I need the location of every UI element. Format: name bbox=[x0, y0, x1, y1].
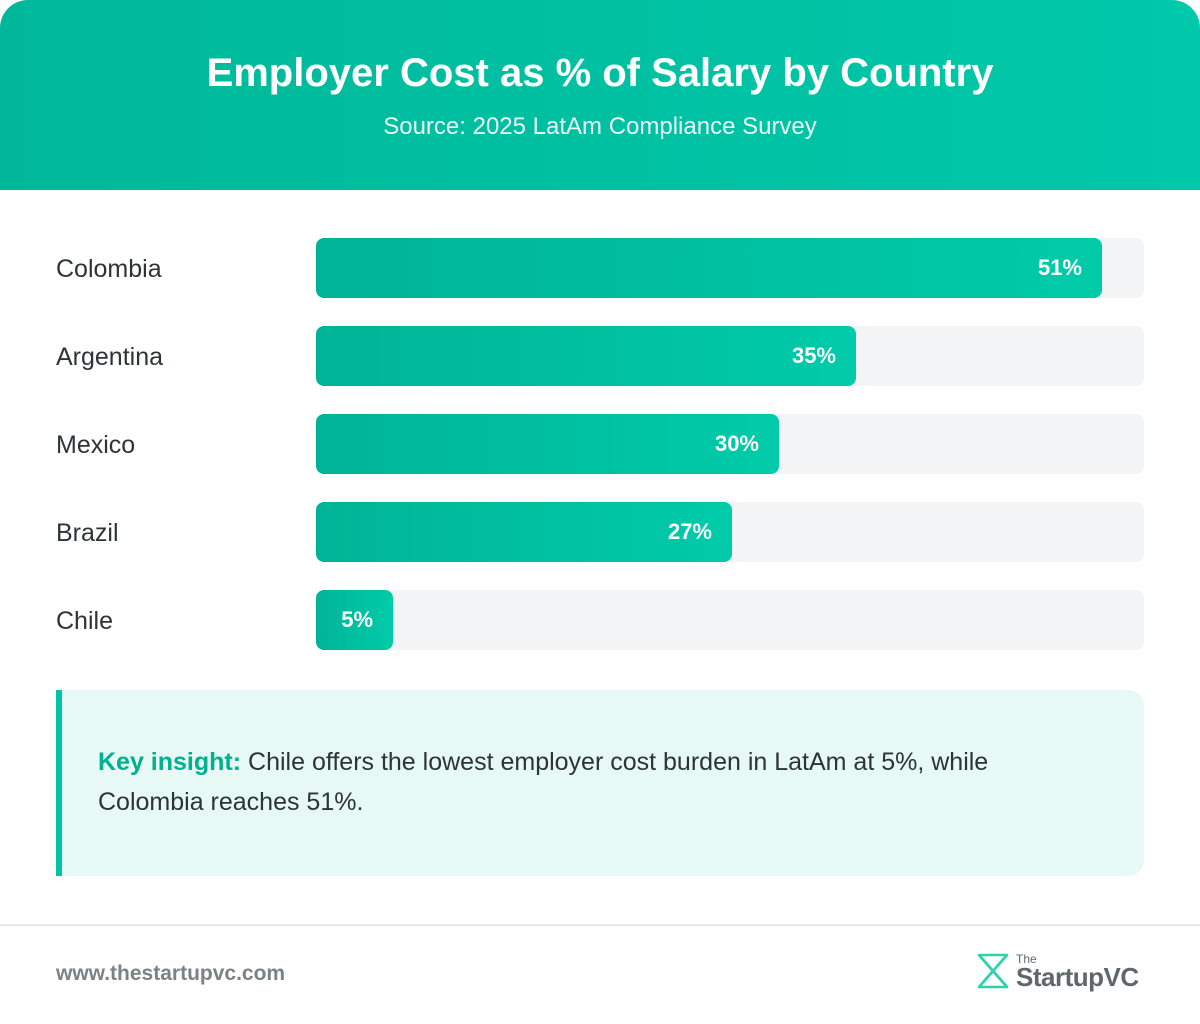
footer-divider bbox=[0, 924, 1200, 926]
bar-value-label: 51% bbox=[1037, 255, 1082, 280]
bar-track: 5% bbox=[316, 590, 1144, 650]
category-label: Brazil bbox=[56, 519, 119, 547]
category-label: Colombia bbox=[56, 255, 162, 283]
bar-value-label: 35% bbox=[791, 343, 836, 368]
category-label: Argentina bbox=[56, 343, 164, 371]
footer-url: www.thestartupvc.com bbox=[56, 962, 286, 985]
bar-chart: Colombia 51% Argentina 35% Mexico 30% Brazil 27… bbox=[0, 190, 1200, 670]
bar-value-label: 27% bbox=[667, 519, 712, 544]
bar: 27% bbox=[316, 502, 732, 562]
bar-row: Chile 5% bbox=[0, 590, 1200, 650]
bar-track: 30% bbox=[316, 414, 1144, 474]
bar-value-label: 30% bbox=[714, 431, 759, 456]
bar: 5% bbox=[316, 590, 393, 650]
startupvc-logo: The StartupVC bbox=[976, 952, 1156, 996]
bar-row: Mexico 30% bbox=[0, 414, 1200, 474]
chart-subtitle: Source: 2025 LatAm Compliance Survey bbox=[383, 113, 817, 140]
bar: 51% bbox=[316, 238, 1102, 298]
key-insight-box: Key insight: Chile offers the lowest emp… bbox=[56, 690, 1144, 876]
bar-track: 27% bbox=[316, 502, 1144, 562]
category-label: Mexico bbox=[56, 431, 136, 459]
bar: 30% bbox=[316, 414, 779, 474]
bar-track: 51% bbox=[316, 238, 1144, 298]
insight-body: Chile offers the lowest employer cost bu… bbox=[98, 748, 989, 816]
insight-label: Key insight: bbox=[98, 748, 242, 776]
header-banner: Employer Cost as % of Salary by Country … bbox=[0, 0, 1200, 190]
bar: 35% bbox=[316, 326, 856, 386]
category-label: Chile bbox=[56, 607, 113, 635]
chart-title: Employer Cost as % of Salary by Country bbox=[206, 51, 994, 95]
insight-text: Key insight: Chile offers the lowest emp… bbox=[98, 742, 1088, 822]
logo-small-text: The bbox=[1016, 952, 1037, 966]
bar-value-label: 5% bbox=[341, 607, 373, 632]
logo-main-text: StartupVC bbox=[1016, 962, 1139, 992]
bar-row: Argentina 35% bbox=[0, 326, 1200, 386]
bar-row: Brazil 27% bbox=[0, 502, 1200, 562]
bar-row: Colombia 51% bbox=[0, 238, 1200, 298]
logo-mark-icon bbox=[977, 953, 1009, 989]
bar-track: 35% bbox=[316, 326, 1144, 386]
